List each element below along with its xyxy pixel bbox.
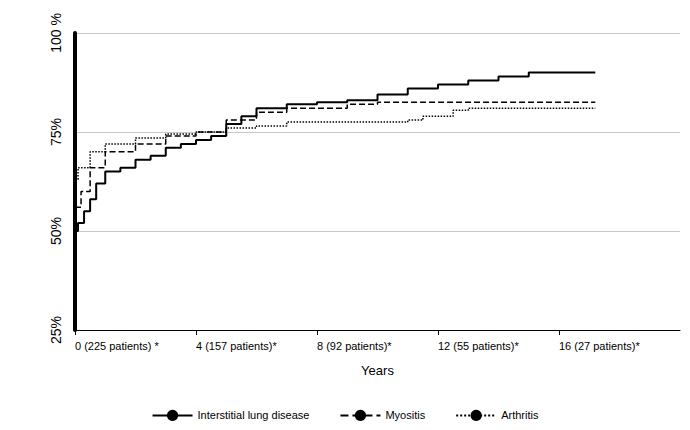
svg-text:0 (225 patients) *: 0 (225 patients) * — [75, 340, 159, 352]
svg-text:Myositis: Myositis — [385, 409, 425, 421]
svg-text:Years: Years — [361, 363, 394, 378]
svg-text:16 (27 patients)*: 16 (27 patients)* — [559, 340, 640, 352]
svg-text:Arthritis: Arthritis — [501, 409, 539, 421]
svg-text:Interstitial lung disease: Interstitial lung disease — [198, 409, 310, 421]
svg-text:50%: 50% — [48, 217, 64, 245]
svg-text:12 (55 patients)*: 12 (55 patients)* — [438, 340, 519, 352]
svg-text:25%: 25% — [48, 316, 64, 344]
svg-text:100 %: 100 % — [48, 13, 64, 53]
svg-text:8 (92 patients)*: 8 (92 patients)* — [317, 340, 392, 352]
svg-text:4 (157 patients)*: 4 (157 patients)* — [196, 340, 277, 352]
svg-text:75%: 75% — [48, 118, 64, 146]
